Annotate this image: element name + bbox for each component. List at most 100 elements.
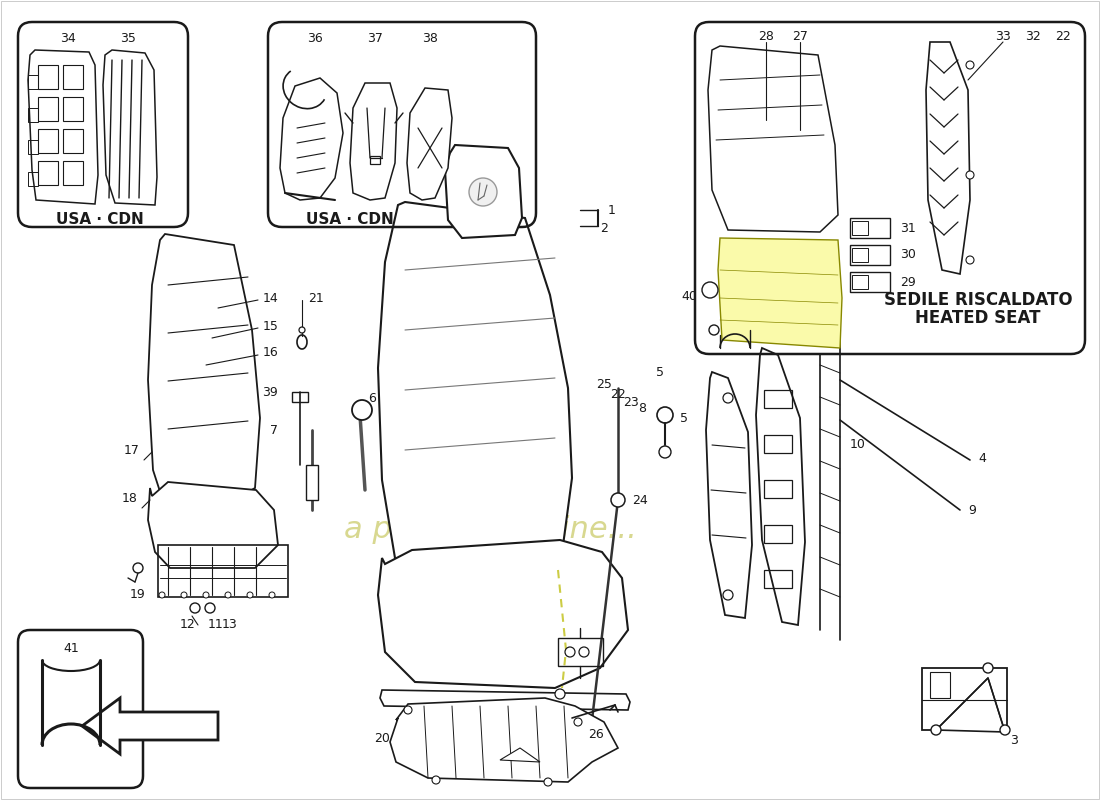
Text: 37: 37 xyxy=(367,31,383,45)
Text: 27: 27 xyxy=(792,30,807,42)
Circle shape xyxy=(723,393,733,403)
Polygon shape xyxy=(378,540,628,688)
Circle shape xyxy=(190,603,200,613)
Bar xyxy=(764,435,792,453)
Text: 28: 28 xyxy=(758,30,774,42)
Bar xyxy=(306,465,318,500)
Circle shape xyxy=(205,603,214,613)
Text: 7: 7 xyxy=(270,423,278,437)
Text: USA · CDN: USA · CDN xyxy=(56,213,144,227)
Circle shape xyxy=(565,647,575,657)
Text: 20: 20 xyxy=(374,731,390,745)
Text: 6: 6 xyxy=(368,391,376,405)
Bar xyxy=(852,221,868,235)
Bar xyxy=(63,65,82,89)
Text: 24: 24 xyxy=(632,494,648,506)
Circle shape xyxy=(579,647,588,657)
Text: a passion for fine...: a passion for fine... xyxy=(343,515,637,545)
Circle shape xyxy=(657,407,673,423)
Bar xyxy=(39,97,58,121)
Bar xyxy=(764,570,792,588)
Text: 26: 26 xyxy=(588,729,604,742)
Text: 22: 22 xyxy=(610,389,626,402)
Text: 25: 25 xyxy=(596,378,612,390)
Text: 16: 16 xyxy=(263,346,278,359)
Text: 40: 40 xyxy=(681,290,697,302)
Bar xyxy=(558,638,603,666)
Polygon shape xyxy=(708,46,838,232)
Polygon shape xyxy=(350,83,397,200)
Polygon shape xyxy=(926,42,970,274)
Circle shape xyxy=(204,592,209,598)
Text: 9: 9 xyxy=(968,503,976,517)
Circle shape xyxy=(226,592,231,598)
Text: USA · CDN: USA · CDN xyxy=(306,213,394,227)
Circle shape xyxy=(133,563,143,573)
Polygon shape xyxy=(148,482,278,568)
Bar xyxy=(28,108,38,122)
Text: 3: 3 xyxy=(1010,734,1018,746)
Text: 14: 14 xyxy=(263,291,278,305)
Bar xyxy=(39,65,58,89)
Bar xyxy=(28,172,38,186)
Polygon shape xyxy=(500,748,540,762)
Bar xyxy=(852,248,868,262)
Text: 15: 15 xyxy=(263,319,279,333)
Text: 18: 18 xyxy=(122,491,138,505)
Circle shape xyxy=(248,592,253,598)
Bar xyxy=(63,161,82,185)
Text: 1: 1 xyxy=(608,203,616,217)
Text: 36: 36 xyxy=(307,31,323,45)
Text: 5: 5 xyxy=(656,366,664,378)
Text: 2: 2 xyxy=(600,222,608,234)
Circle shape xyxy=(574,718,582,726)
Text: 19: 19 xyxy=(130,587,146,601)
Text: 8: 8 xyxy=(638,402,646,414)
Polygon shape xyxy=(280,78,343,200)
Bar xyxy=(850,245,890,265)
Circle shape xyxy=(702,282,718,298)
Bar xyxy=(764,390,792,408)
Text: 13: 13 xyxy=(222,618,238,630)
Polygon shape xyxy=(103,50,157,205)
Text: 41: 41 xyxy=(63,642,79,654)
Bar xyxy=(764,525,792,543)
Bar xyxy=(63,129,82,153)
Bar xyxy=(850,218,890,238)
Text: 4: 4 xyxy=(978,451,986,465)
Text: 30: 30 xyxy=(900,249,916,262)
Circle shape xyxy=(544,778,552,786)
Bar xyxy=(292,392,308,402)
Text: 32: 32 xyxy=(1025,30,1041,42)
Text: 29: 29 xyxy=(900,275,915,289)
Polygon shape xyxy=(407,88,452,200)
Circle shape xyxy=(983,663,993,673)
Circle shape xyxy=(710,325,719,335)
Bar xyxy=(764,480,792,498)
Polygon shape xyxy=(936,678,1005,732)
Polygon shape xyxy=(446,145,522,238)
Text: 39: 39 xyxy=(262,386,278,399)
Bar xyxy=(158,545,288,597)
Polygon shape xyxy=(706,372,752,618)
Text: 21: 21 xyxy=(308,291,323,305)
Circle shape xyxy=(182,592,187,598)
Circle shape xyxy=(966,256,974,264)
Text: 5: 5 xyxy=(680,411,688,425)
Polygon shape xyxy=(82,698,218,754)
Circle shape xyxy=(966,61,974,69)
Polygon shape xyxy=(378,202,572,590)
Bar xyxy=(850,272,890,292)
Bar xyxy=(930,672,950,698)
Bar xyxy=(852,275,868,289)
Text: 38: 38 xyxy=(422,31,438,45)
Text: HEATED SEAT: HEATED SEAT xyxy=(915,309,1041,327)
Bar xyxy=(63,97,82,121)
Polygon shape xyxy=(28,50,98,204)
Circle shape xyxy=(299,327,305,333)
Text: 17: 17 xyxy=(124,443,140,457)
Polygon shape xyxy=(718,238,842,348)
Text: SEDILE RISCALDATO: SEDILE RISCALDATO xyxy=(883,291,1072,309)
Circle shape xyxy=(469,178,497,206)
Circle shape xyxy=(723,590,733,600)
